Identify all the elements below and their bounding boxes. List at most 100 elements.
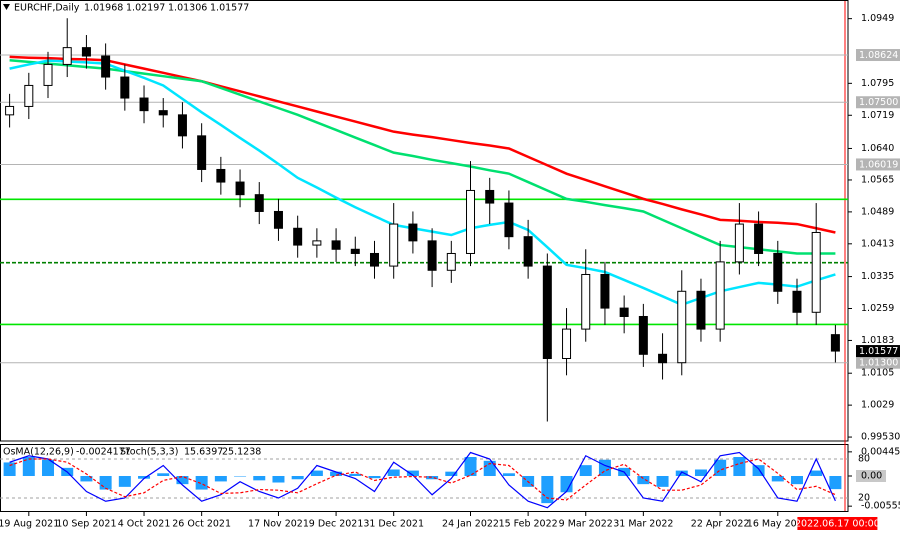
candle-body [216, 168, 226, 183]
osma-bar [214, 476, 227, 482]
candle-body [542, 265, 552, 360]
header-value: 1.02197 [126, 3, 165, 14]
osma-bar [771, 476, 784, 482]
header-value: 1.01968 [84, 3, 123, 14]
candle-body [312, 240, 322, 246]
candle-body [446, 252, 456, 271]
time-label: 10 Sep 2021 [56, 519, 116, 530]
chart-title: EURCHF,Daily [14, 3, 80, 14]
y-tick-label: 1.0105 [861, 368, 894, 379]
candle-body [293, 227, 303, 246]
time-label: 4 Oct 2021 [118, 519, 171, 530]
candle-body [792, 290, 802, 313]
y-tick-label: 1.0949 [861, 13, 894, 24]
candle-body [177, 114, 187, 137]
time-label: 24 Jan 2022 [442, 519, 499, 530]
osma-bar [810, 470, 823, 477]
zero-label-box [856, 470, 886, 483]
osma-bar [656, 476, 669, 487]
candle-body [638, 315, 648, 355]
time-label: 19 Aug 2021 [0, 519, 59, 530]
time-label: 31 Mar 2022 [613, 519, 673, 530]
candle-body [369, 252, 379, 267]
y-tick-label: -0.005559 [861, 501, 900, 512]
moving-average [9, 58, 836, 255]
osma-bar [733, 457, 746, 477]
candle-body [158, 110, 168, 116]
y-tick-label: 0.00 [861, 471, 882, 482]
time-label: 31 Dec 2021 [363, 519, 424, 530]
y-tick-label: 1.0795 [861, 78, 894, 89]
y2-tick-label: 20 [858, 493, 870, 504]
level-label-box [856, 49, 900, 62]
osma-bar [541, 476, 554, 504]
stoch-line [9, 451, 836, 509]
indicator-value: 15.6397 [184, 447, 223, 458]
osma-bar [560, 476, 573, 493]
osma-bar [790, 476, 803, 485]
candle-body [658, 353, 668, 364]
candle-body [120, 76, 130, 99]
time-label: 22 Apr 2022 [691, 519, 750, 530]
candle-body [734, 223, 744, 263]
level-label-box [856, 96, 900, 109]
indicator-title: OsMA(12,26,9) [3, 447, 74, 458]
osma-bar [349, 473, 362, 477]
candle-body [427, 240, 437, 271]
osma-bar [234, 476, 247, 477]
candle-body [254, 194, 264, 212]
osma-bar [22, 457, 35, 477]
candle-body [43, 63, 53, 86]
osma-bar [272, 476, 285, 483]
osma-bar [368, 476, 381, 479]
osma-bar [579, 465, 592, 477]
candle-body [811, 231, 821, 313]
osma-bar [80, 476, 93, 482]
indicator-title: Stoch(5,3,3) [120, 447, 178, 458]
candle-body [235, 181, 245, 196]
price-panel [0, 0, 849, 442]
osma-bar [157, 473, 170, 477]
candle-body [408, 223, 418, 242]
y-tick-label: 1.0029 [861, 400, 894, 411]
osma-bar [3, 462, 16, 477]
candle-body [696, 290, 706, 330]
candle-body [504, 202, 514, 238]
y-tick-label: 1.0565 [861, 174, 894, 185]
candle-body [197, 135, 207, 170]
y-tick-label: 1.0259 [861, 303, 894, 314]
time-label: 9 Mar 2022 [559, 519, 613, 530]
y-tick-label: 1.0335 [861, 271, 894, 282]
osma-bar [330, 471, 343, 477]
candle-body [273, 210, 283, 229]
osma-bar [99, 476, 112, 490]
candle-body [523, 236, 533, 267]
candle-body [466, 189, 476, 254]
candle-body [389, 223, 399, 267]
osma-bar [637, 476, 650, 485]
osma-bar [598, 459, 611, 477]
osma-bar [464, 457, 477, 477]
osma-bar [310, 470, 323, 477]
candle-body [350, 248, 360, 254]
osma-bar [118, 476, 131, 487]
osma-bar [387, 469, 400, 477]
header-value: 1.01306 [168, 3, 207, 14]
time-label: 17 Nov 2021 [248, 519, 309, 530]
osma-bar [176, 476, 189, 485]
header-value: 1.01577 [210, 3, 249, 14]
y-tick-label: 1.0183 [861, 335, 894, 346]
osma-bar [406, 470, 419, 477]
candle-body [331, 240, 341, 250]
time-label: 26 Oct 2021 [172, 519, 231, 530]
candle-body [715, 261, 725, 330]
candle-body [830, 334, 840, 352]
candle-body [101, 55, 111, 78]
y-tick-label: 1.0489 [861, 206, 894, 217]
level-label: 1.08624 [859, 50, 898, 61]
candle-body [619, 307, 629, 317]
level-label: 1.06019 [859, 159, 898, 170]
time-label-box [797, 517, 878, 530]
osma-bar [752, 465, 765, 477]
